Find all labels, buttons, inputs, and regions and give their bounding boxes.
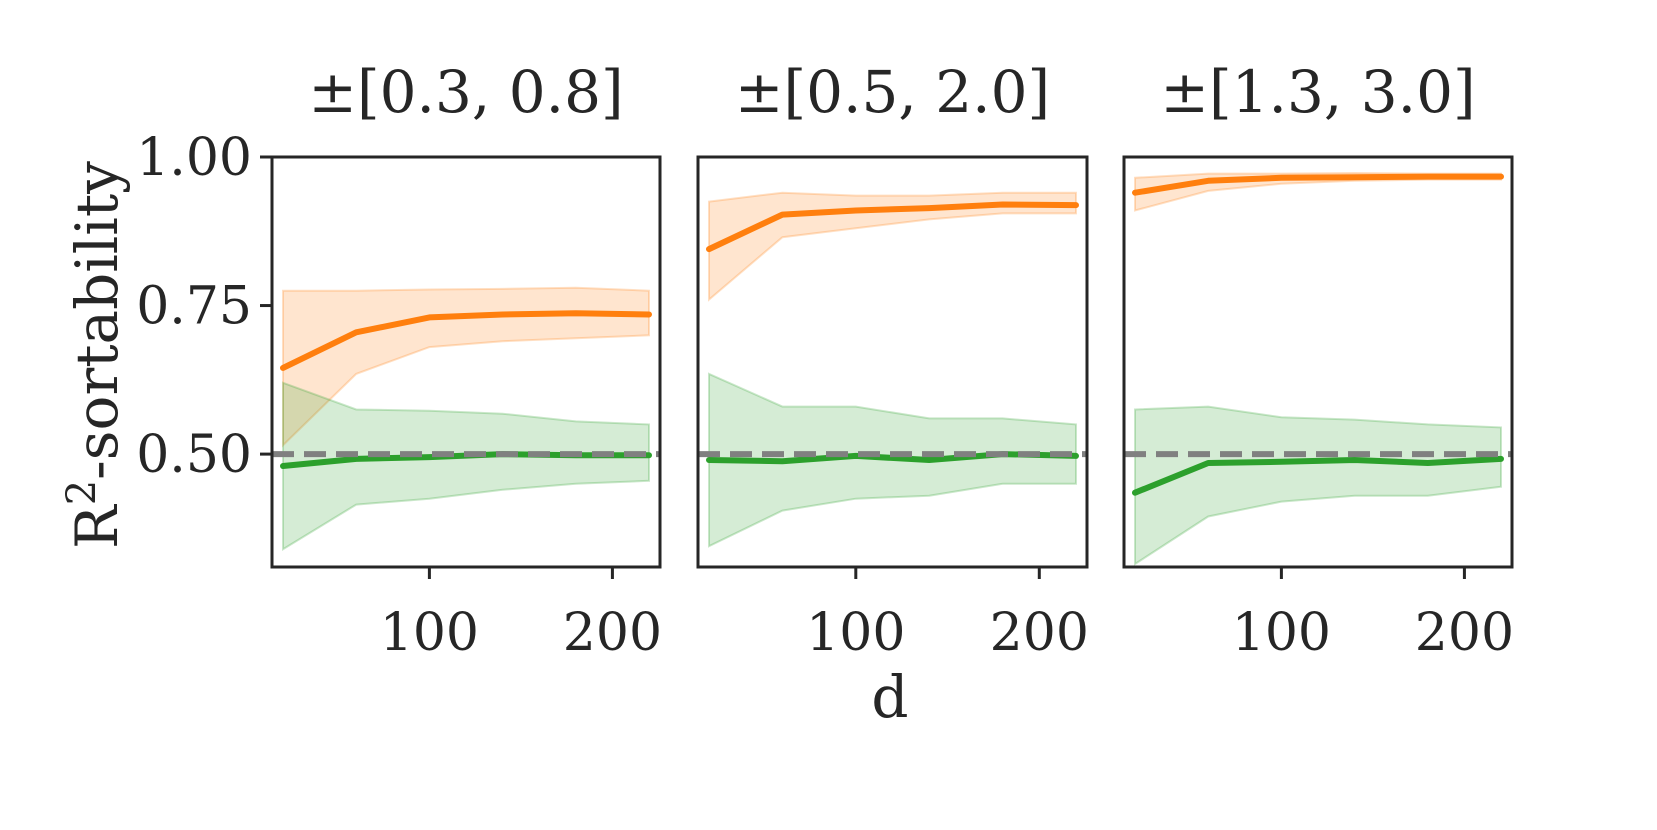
orange-point <box>575 312 577 314</box>
y-axis-label-rest: -sortability <box>63 161 131 480</box>
green-point <box>1134 492 1136 494</box>
orange-point <box>1427 176 1429 178</box>
green-band <box>1134 405 1502 566</box>
orange-point <box>1134 192 1136 194</box>
orange-point <box>1280 177 1282 179</box>
orange-point <box>1207 180 1209 182</box>
green-point <box>708 459 710 461</box>
y-axis-label-superscript: 2 <box>59 480 105 505</box>
green-point <box>1500 458 1502 460</box>
green-point <box>282 465 284 467</box>
y-tick-label: 0.75 <box>136 277 252 337</box>
green-point <box>1075 455 1077 457</box>
green-point <box>928 459 930 461</box>
green-band <box>282 381 650 551</box>
axes-frame <box>696 155 1089 569</box>
green-point <box>855 455 857 457</box>
plot-area <box>272 286 660 551</box>
orange-point <box>282 367 284 369</box>
orange-point <box>1002 204 1004 205</box>
plot-area <box>1124 171 1512 566</box>
orange-point <box>928 207 930 209</box>
orange-line <box>280 310 652 371</box>
x-tick-label: 200 <box>990 603 1089 663</box>
x-tick-label: 100 <box>380 603 479 663</box>
panel-2: 100 200 ±[0.5, 2.0] <box>696 58 1089 663</box>
orange-point <box>502 314 504 315</box>
green-line <box>1132 455 1504 496</box>
x-axis-label: d <box>871 663 908 731</box>
orange-point <box>708 248 710 250</box>
panel-title: ±[1.3, 3.0] <box>1160 58 1475 126</box>
green-point <box>781 460 783 462</box>
orange-point <box>1354 176 1356 178</box>
orange-point <box>1500 176 1502 178</box>
green-point <box>1280 461 1282 463</box>
orange-band <box>708 191 1077 302</box>
orange-point <box>781 214 783 216</box>
axes-frame <box>270 155 662 569</box>
x-tick-label: 100 <box>806 603 905 663</box>
orange-point <box>1075 204 1077 206</box>
green-point <box>1427 462 1429 464</box>
orange-line <box>1132 173 1504 196</box>
green-point <box>648 454 650 456</box>
panel-title: ±[0.3, 0.8] <box>308 58 623 126</box>
orange-point <box>355 331 357 333</box>
y-tick-label: 1.00 <box>136 128 252 188</box>
green-line <box>706 451 1079 465</box>
panel-title: ±[0.5, 2.0] <box>735 58 1050 126</box>
green-point <box>1354 459 1356 461</box>
orange-point <box>855 210 857 211</box>
panels: 100 200 0.50 0.75 1.00 ±[0.3, 0.8] 100 200 ±[0.5… <box>136 58 1514 663</box>
y-axis-label: R2-sortability <box>59 161 131 549</box>
panel-3: 100 200 ±[1.3, 3.0] <box>1122 58 1514 663</box>
orange-point <box>428 316 430 318</box>
axes-frame <box>1122 155 1514 569</box>
panel-1: 100 200 0.50 0.75 1.00 ±[0.3, 0.8] <box>136 58 662 663</box>
green-point <box>1207 462 1209 464</box>
green-point <box>428 456 430 458</box>
green-point <box>355 458 357 460</box>
x-tick-label: 200 <box>563 603 662 663</box>
y-axis-label-main: R <box>63 503 131 549</box>
plot-area <box>698 191 1087 548</box>
y-tick-label: 0.50 <box>136 425 252 485</box>
orange-line <box>706 201 1079 253</box>
x-tick-label: 200 <box>1415 603 1514 663</box>
x-tick-label: 100 <box>1232 603 1331 663</box>
orange-point <box>648 314 650 315</box>
